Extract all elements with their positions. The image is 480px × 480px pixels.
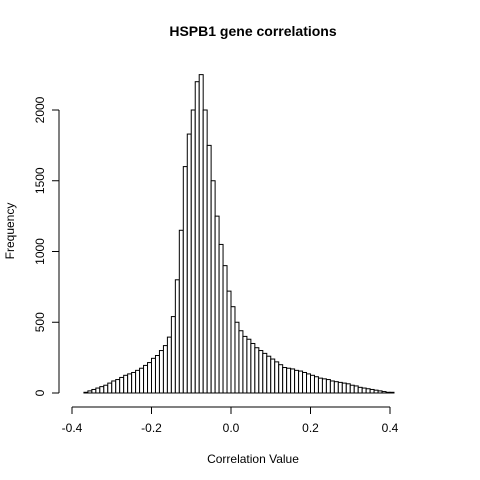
histogram-bar bbox=[83, 391, 89, 394]
histogram-bar bbox=[135, 369, 141, 394]
histogram-bar bbox=[214, 215, 220, 394]
histogram-bar bbox=[313, 376, 319, 394]
histogram-bar bbox=[317, 377, 323, 394]
histogram-bar bbox=[377, 390, 383, 394]
histogram-bar bbox=[306, 373, 311, 394]
histogram-bar bbox=[373, 389, 379, 394]
histogram-bar bbox=[127, 373, 133, 394]
chart-title: HSPB1 gene correlations bbox=[169, 23, 336, 39]
histogram-bar bbox=[194, 81, 200, 394]
histogram-bar bbox=[95, 387, 101, 394]
histogram-bar bbox=[353, 385, 359, 394]
histogram-bar bbox=[202, 109, 208, 394]
histogram-bar bbox=[162, 345, 168, 394]
histogram-bar bbox=[190, 109, 196, 394]
x-tick-label: 0.2 bbox=[302, 421, 319, 435]
histogram-bar bbox=[365, 388, 371, 394]
y-tick-label: 500 bbox=[33, 312, 47, 332]
x-axis-ticks: -0.4 -0.2 0.0 0.2 0.4 bbox=[62, 407, 399, 435]
histogram-bar bbox=[91, 388, 97, 394]
histogram-bar bbox=[170, 316, 176, 394]
histogram-bar bbox=[341, 382, 347, 394]
histogram-bar bbox=[254, 347, 260, 394]
histogram-bar bbox=[151, 357, 156, 394]
x-tick-label: 0.4 bbox=[382, 421, 399, 435]
histogram-bar bbox=[294, 369, 300, 394]
histogram-bar bbox=[111, 380, 117, 394]
histogram-bar bbox=[107, 382, 113, 394]
histogram-bar bbox=[119, 376, 125, 394]
histogram-bar bbox=[385, 391, 391, 394]
histogram-bar bbox=[139, 367, 145, 394]
x-tick-label: -0.4 bbox=[62, 421, 83, 435]
histogram-bar bbox=[389, 391, 395, 394]
histogram-bar bbox=[115, 379, 121, 394]
histogram-bar bbox=[87, 390, 93, 394]
histogram-bar bbox=[222, 265, 228, 394]
histogram-bar bbox=[357, 386, 363, 394]
histogram-bar bbox=[154, 355, 160, 394]
histogram-bar bbox=[250, 342, 256, 394]
histogram-bar bbox=[103, 384, 109, 394]
histogram-bar bbox=[226, 290, 232, 394]
histogram-bar bbox=[262, 352, 268, 394]
histogram-bar bbox=[349, 384, 355, 394]
y-tick-label: 1500 bbox=[33, 167, 47, 194]
histogram-bar bbox=[143, 364, 149, 394]
histogram-bar bbox=[178, 229, 184, 394]
histogram-bar bbox=[174, 279, 180, 394]
histogram-bar bbox=[99, 386, 105, 394]
histogram-bar bbox=[242, 335, 248, 394]
y-axis-label: Frequency bbox=[3, 203, 17, 260]
histogram-bar bbox=[230, 306, 236, 394]
histogram-bar bbox=[266, 355, 272, 394]
histogram-bar bbox=[333, 381, 339, 394]
histogram-bar bbox=[258, 350, 264, 394]
histogram-bar bbox=[234, 321, 240, 394]
histogram-bars bbox=[83, 74, 395, 394]
x-tick-label: 0.0 bbox=[223, 421, 240, 435]
histogram-bar bbox=[182, 166, 188, 394]
histogram-bar bbox=[337, 381, 343, 394]
histogram-bar bbox=[345, 383, 351, 394]
y-tick-label: 1000 bbox=[33, 238, 47, 265]
histogram-bar bbox=[329, 380, 335, 394]
histogram-bar bbox=[282, 367, 288, 394]
histogram-bar bbox=[302, 371, 308, 394]
histogram-bar bbox=[166, 336, 172, 394]
x-tick-label: -0.2 bbox=[141, 421, 162, 435]
histogram-bar bbox=[238, 330, 244, 394]
histogram-bar bbox=[186, 133, 192, 394]
histogram-bar bbox=[310, 374, 315, 394]
histogram-bar bbox=[198, 74, 204, 394]
histogram-bar bbox=[147, 362, 152, 394]
histogram-bar bbox=[369, 388, 375, 394]
histogram-bar bbox=[274, 361, 280, 394]
y-tick-label: 0 bbox=[33, 389, 47, 396]
histogram-bar bbox=[206, 144, 212, 394]
histogram-bar bbox=[123, 374, 129, 394]
histogram-bar bbox=[286, 367, 292, 394]
y-axis-ticks: 0 500 1000 1500 2000 bbox=[33, 96, 59, 396]
x-axis-label: Correlation Value bbox=[207, 452, 299, 466]
histogram-bar bbox=[270, 358, 276, 394]
y-tick-label: 2000 bbox=[33, 96, 47, 123]
histogram-bar bbox=[278, 364, 284, 394]
histogram-bar bbox=[325, 379, 331, 394]
histogram-bar bbox=[361, 387, 367, 394]
histogram-bar bbox=[298, 370, 304, 394]
histogram-bar bbox=[381, 391, 387, 394]
histogram-bar bbox=[246, 338, 252, 394]
histogram-bar bbox=[290, 368, 296, 394]
histogram-bar bbox=[210, 180, 216, 394]
histogram-bar bbox=[131, 371, 137, 394]
histogram-bar bbox=[321, 378, 327, 394]
histogram-bar bbox=[218, 243, 224, 394]
histogram-bar bbox=[158, 350, 164, 394]
